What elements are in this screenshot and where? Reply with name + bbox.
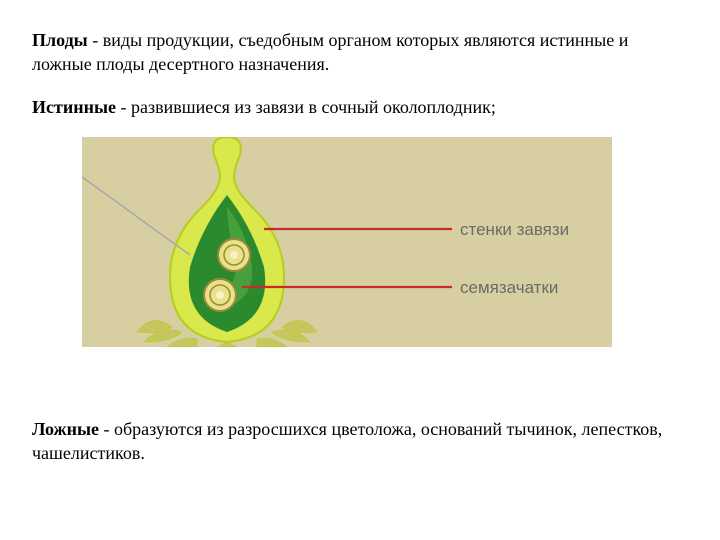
term-true: Истинные bbox=[32, 97, 116, 117]
term-false: Ложные bbox=[32, 419, 99, 439]
ovary-svg: стенки завязи семязачатки bbox=[82, 137, 612, 347]
term-fruits: Плоды bbox=[32, 30, 88, 50]
paragraph-false: Ложные - образуются из разросшихся цвето… bbox=[32, 417, 688, 466]
def-false: - образуются из разросшихся цветоложа, о… bbox=[32, 419, 662, 463]
svg-text:семязачатки: семязачатки bbox=[460, 278, 558, 297]
def-true: - развившиеся из завязи в сочный околопл… bbox=[116, 97, 496, 117]
def-fruits: - виды продукции, съедобным органом кото… bbox=[32, 30, 628, 74]
ovary-diagram: стенки завязи семязачатки bbox=[82, 137, 612, 347]
paragraph-true: Истинные - развившиеся из завязи в сочны… bbox=[32, 95, 688, 119]
paragraph-fruits: Плоды - виды продукции, съедобным органо… bbox=[32, 28, 688, 77]
svg-text:стенки завязи: стенки завязи bbox=[460, 220, 569, 239]
